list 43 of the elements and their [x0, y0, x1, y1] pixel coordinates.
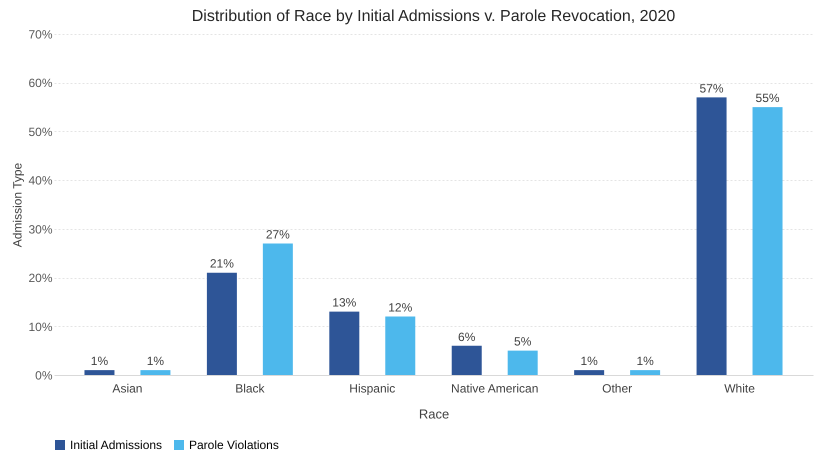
bar [508, 350, 538, 375]
bar [696, 97, 727, 375]
bar [630, 370, 660, 375]
chart-title: Distribution of Race by Initial Admissions v. Parole Revocation, 2020 [192, 8, 676, 25]
bar [140, 370, 170, 375]
x-tick-label: Native American [451, 382, 538, 396]
x-tick-label: White [724, 382, 756, 396]
bar [385, 316, 416, 375]
y-tick-label: 60% [28, 76, 53, 90]
x-tick-label: Other [602, 382, 632, 396]
data-label: 1% [636, 354, 654, 368]
y-tick-label: 0% [35, 368, 53, 382]
data-label: 5% [514, 334, 532, 349]
data-label: 1% [146, 354, 164, 368]
x-axis-title: Race [418, 406, 450, 422]
bar [752, 107, 783, 375]
data-label: 1% [90, 354, 108, 368]
data-label: 21% [210, 256, 234, 271]
bar [206, 272, 237, 375]
y-tick-label: 40% [28, 174, 53, 188]
y-tick-label: 10% [28, 320, 53, 334]
data-label: 13% [332, 296, 357, 310]
data-label: 55% [756, 91, 780, 106]
y-axis-title: Admission Type [10, 162, 24, 248]
x-tick-label: Black [235, 382, 266, 396]
bar [262, 243, 293, 375]
x-tick-label: Hispanic [349, 382, 396, 396]
data-label: 27% [266, 227, 290, 242]
y-tick-label: 30% [28, 222, 53, 236]
x-tick-label: Asian [112, 382, 142, 396]
data-label: 57% [700, 81, 724, 96]
data-label: 1% [580, 354, 598, 368]
bar [574, 370, 604, 375]
y-tick-label: 70% [28, 28, 53, 42]
y-tick-label: 50% [28, 124, 53, 139]
y-tick-label: 20% [28, 271, 53, 286]
legend-label: Initial Admissions [70, 438, 162, 452]
data-label: 12% [388, 300, 413, 315]
legend-label: Parole Violations [189, 438, 279, 452]
data-label: 6% [458, 330, 476, 344]
bar [452, 346, 482, 375]
bar [84, 370, 114, 375]
bar [329, 312, 360, 375]
